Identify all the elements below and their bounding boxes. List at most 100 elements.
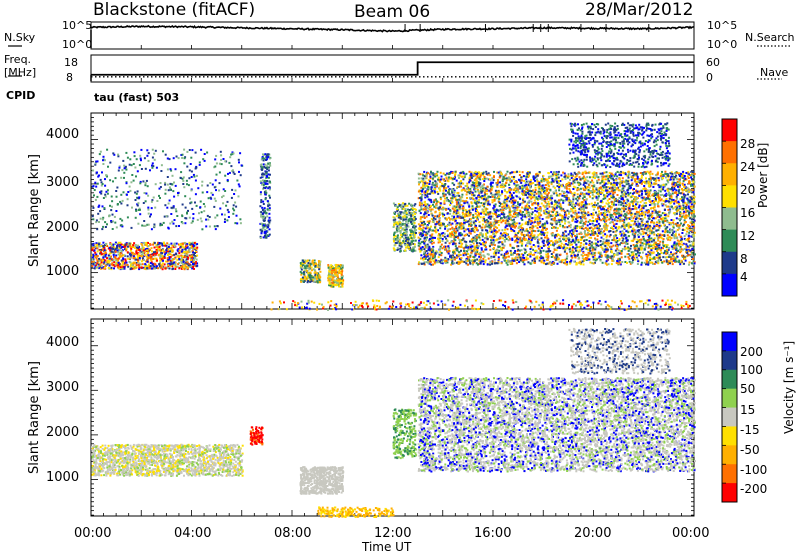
power-echo-cell: [149, 265, 152, 268]
power-echo-cell: [190, 255, 193, 258]
power-echo-cell: [550, 253, 553, 255]
power-echo-cell: [620, 226, 623, 229]
power-echo-cell: [328, 284, 331, 287]
power-echo-cell: [145, 192, 148, 195]
power-echo-cell: [600, 175, 603, 178]
power-echo-cell: [167, 202, 170, 205]
power-echo-cell: [399, 216, 402, 219]
power-echo-cell: [181, 245, 184, 248]
power-echo-cell: [120, 255, 123, 258]
power-echo-cell: [572, 188, 575, 190]
power-echo-cell: [155, 166, 158, 169]
power-echo-cell: [239, 218, 242, 221]
power-echo-cell: [148, 255, 150, 258]
power-echo-cell: [575, 261, 578, 264]
power-echo-cell: [141, 257, 144, 260]
power-echo-cell: [109, 161, 112, 164]
power-echo-cell: [405, 240, 407, 243]
power-echo-cell: [604, 241, 607, 244]
power-echo-cell: [171, 174, 174, 177]
power-echo-cell: [506, 228, 509, 231]
power-echo-cell: [428, 238, 431, 240]
power-echo-cell: [91, 243, 94, 246]
power-echo-cell: [183, 157, 186, 160]
power-echo-cell: [114, 263, 117, 266]
power-echo-cell: [181, 265, 184, 268]
power-echo-cell: [463, 247, 465, 250]
power-echo-cell: [563, 248, 566, 251]
power-echo-cell: [162, 150, 164, 153]
power-echo-cell: [103, 248, 106, 251]
power-echo-cell: [192, 266, 194, 268]
power-echo-cell: [92, 244, 95, 247]
power-echo-cell: [613, 189, 616, 192]
power-echo-cell: [315, 263, 318, 265]
power-echo-cell: [433, 256, 436, 259]
power-echo-cell: [666, 234, 669, 237]
power-echo-cell: [227, 216, 230, 218]
power-echo-cell: [104, 193, 107, 196]
power-echo-cell: [205, 218, 208, 221]
power-echo-cell: [163, 242, 165, 245]
power-echo-cell: [543, 189, 546, 192]
power-echo-cell: [338, 281, 341, 284]
power-echo-cell: [474, 177, 477, 180]
power-echo-cell: [410, 208, 413, 211]
power-echo-cell: [600, 212, 603, 215]
power-echo-cell: [571, 235, 573, 238]
power-echo-cell: [137, 253, 140, 256]
power-echo-cell: [136, 252, 138, 255]
power-echo-cell: [670, 251, 672, 254]
power-echo-cell: [336, 267, 339, 270]
power-echo-cell: [393, 244, 396, 247]
power-echo-cell: [412, 220, 415, 223]
power-echo-cell: [268, 186, 271, 189]
power-echo-cell: [159, 263, 162, 266]
power-echo-cell: [186, 243, 189, 246]
power-echo-cell: [535, 197, 538, 200]
power-echo-cell: [124, 259, 127, 262]
power-echo-cell: [538, 259, 541, 262]
power-echo-cell: [104, 226, 107, 228]
power-echo-cell: [592, 176, 595, 179]
power-echo-cell: [595, 233, 598, 236]
power-echo-cell: [454, 245, 457, 248]
power-echo-cell: [194, 262, 197, 265]
power-echo-cell: [439, 248, 442, 251]
power-echo-cell: [150, 258, 153, 261]
power-echo-cell: [692, 210, 695, 212]
power-echo-cell: [181, 222, 184, 225]
power-echo-cell: [140, 242, 143, 245]
power-echo-cell: [96, 247, 99, 250]
power-echo-cell: [262, 157, 264, 160]
power-echo-cell: [640, 248, 643, 251]
power-echo-cell: [119, 255, 122, 258]
power-echo-cell: [546, 178, 549, 181]
power-echo-cell: [192, 263, 194, 265]
power-echo-cell: [506, 255, 509, 258]
power-echo-cell: [458, 203, 461, 206]
power-echo-cell: [99, 191, 102, 194]
power-echo-cell: [525, 258, 528, 261]
power-echo-cell: [572, 198, 575, 201]
power-echo-cell: [115, 210, 118, 212]
power-echo-cell: [106, 223, 108, 226]
power-echo-cell: [598, 210, 600, 213]
power-echo-cell: [523, 207, 526, 210]
power-echo-cell: [156, 246, 159, 249]
power-echo-cell: [192, 260, 195, 263]
power-echo-cell: [117, 261, 120, 264]
power-echo-cell: [485, 200, 487, 203]
power-echo-cell: [177, 254, 180, 257]
power-echo-cell: [142, 259, 145, 262]
power-echo-cell: [551, 178, 554, 180]
power-echo-cell: [177, 263, 180, 266]
power-echo-cell: [585, 198, 588, 201]
power-echo-cell: [214, 228, 217, 231]
power-echo-cell: [144, 265, 147, 268]
power-echo-cell: [109, 204, 111, 207]
power-echo-cell: [576, 227, 579, 230]
power-echo-cell: [402, 228, 405, 231]
power-echo-cell: [226, 179, 229, 182]
power-echo-cell: [102, 245, 105, 248]
